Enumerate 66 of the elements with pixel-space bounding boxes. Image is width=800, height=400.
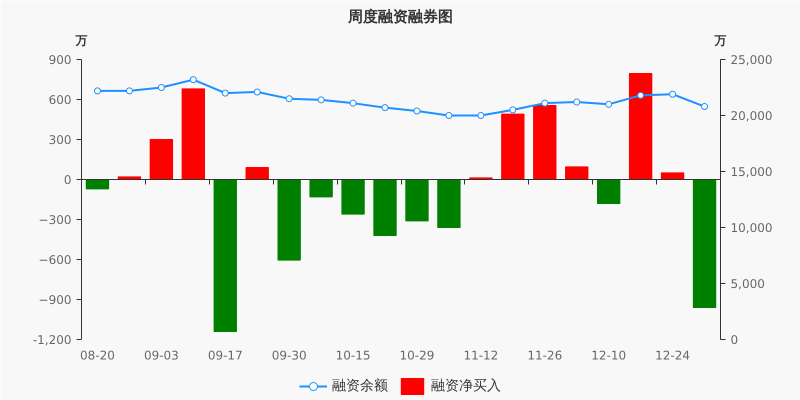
point [382, 104, 389, 112]
legend-label: 融资净买入 [431, 377, 501, 395]
chart-title: 周度融资融券图 [347, 8, 453, 26]
bar [565, 166, 588, 180]
y2-tick-label: 15,000 [730, 165, 772, 179]
y-tick-label: −900 [38, 293, 72, 307]
y2-axis-title: 万 [714, 34, 726, 48]
bar [373, 179, 397, 236]
point [669, 90, 676, 98]
point [541, 100, 548, 107]
x-tick-label: 12-10 [591, 348, 626, 362]
y2-tick-label: 0 [730, 333, 738, 347]
point [477, 112, 484, 119]
bar [501, 114, 525, 180]
point [254, 88, 261, 96]
bar [533, 105, 556, 180]
bar [341, 179, 365, 215]
point [286, 95, 293, 102]
y2-tick-label: 25,000 [730, 53, 772, 67]
bar [86, 179, 110, 190]
point [509, 106, 516, 114]
bar [182, 88, 206, 180]
point [350, 100, 357, 107]
point [158, 84, 165, 91]
bar [214, 179, 237, 332]
x-tick-label: 12-24 [655, 348, 690, 362]
point [94, 87, 101, 94]
y-axis-title: 万 [74, 34, 88, 48]
y-tick-label: 0 [64, 173, 72, 187]
point [126, 87, 133, 94]
point [413, 108, 420, 115]
point [222, 90, 229, 97]
y-tick-label: 900 [48, 53, 72, 67]
y2-tick-label: 5,000 [730, 277, 765, 291]
y-tick-label: 600 [48, 93, 72, 107]
point [445, 112, 452, 119]
legend-label: 融资余额 [332, 377, 388, 395]
point [701, 103, 708, 110]
y2-tick-label: 10,000 [730, 221, 772, 235]
bar [628, 73, 652, 180]
point [605, 100, 612, 108]
bar [596, 179, 620, 204]
x-tick-label: 09-03 [144, 348, 179, 362]
point [637, 92, 644, 99]
x-tick-label: 08-20 [80, 348, 115, 362]
y-tick-label: −300 [38, 213, 72, 227]
x-tick-label: 09-17 [208, 348, 243, 362]
point [318, 96, 325, 104]
bar [437, 179, 461, 228]
bar [405, 179, 429, 222]
y-tick-label: 300 [48, 133, 72, 147]
y-tick-label: −600 [38, 253, 72, 267]
point [573, 98, 580, 106]
x-tick-label: 11-12 [463, 348, 498, 362]
bar [692, 179, 716, 308]
x-tick-label: 10-29 [400, 348, 434, 362]
bar [150, 139, 174, 180]
y-tick-label: -1,200 [32, 333, 72, 347]
y2-tick-label: 20,000 [730, 109, 772, 123]
point [190, 76, 197, 84]
x-tick-label: 09-30 [272, 348, 307, 362]
x-tick-label: 10-15 [336, 348, 371, 362]
bar [309, 179, 333, 198]
bar [277, 179, 301, 261]
x-tick-label: 11-26 [527, 348, 562, 362]
bar [246, 167, 269, 180]
